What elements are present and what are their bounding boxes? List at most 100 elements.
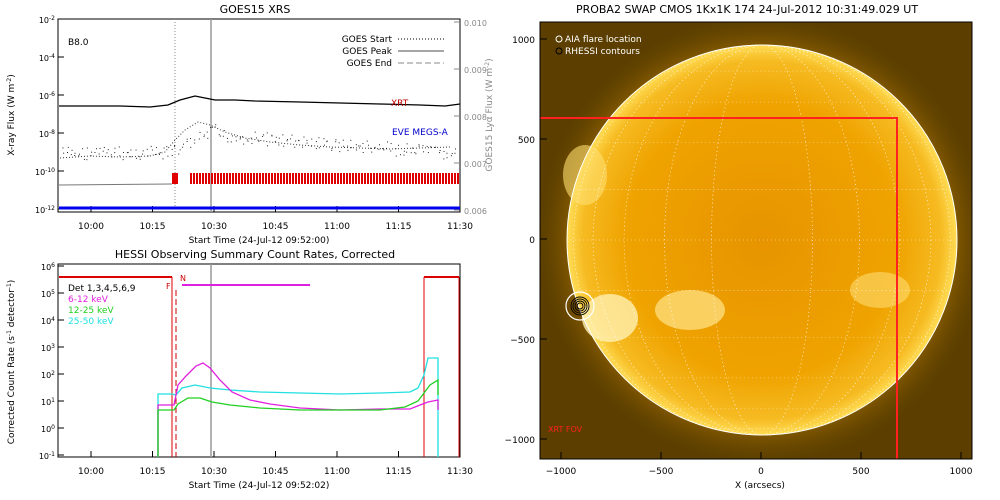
eve-sample (451, 153, 453, 155)
eve-sample (127, 151, 129, 153)
eve-sample (146, 148, 148, 150)
eve-sample (114, 147, 116, 149)
xrt-obs-bar (406, 173, 408, 184)
xrt-obs-bar (328, 173, 330, 184)
xrt-obs-bar (325, 173, 327, 184)
hessi-25-50-line (157, 357, 439, 457)
xrt-obs-bar (427, 173, 429, 184)
eve-sample (379, 144, 381, 146)
hessi-12-25-line (157, 378, 439, 457)
xrt-obs-bar (247, 173, 249, 184)
eve-sample (426, 145, 428, 147)
eve-sample (86, 159, 88, 161)
eve-sample (247, 140, 249, 142)
eve-sample (78, 155, 80, 157)
eve-sample (230, 141, 232, 143)
xrt-obs-bar (244, 173, 246, 184)
eve-sample (122, 151, 124, 153)
xrt-obs-bar (370, 173, 372, 184)
xrt-obs-bar (283, 173, 285, 184)
hessi-6-12-line (157, 362, 439, 457)
eve-sample (283, 145, 285, 147)
swap-x-tick-label: 0 (758, 467, 764, 477)
eve-sample (390, 150, 392, 152)
goes-eve-scatter (62, 124, 456, 161)
legend-aia: AIA flare location (565, 35, 642, 45)
xrt-obs-bar (442, 173, 444, 184)
xrt-obs-bar (376, 173, 378, 184)
eve-sample (311, 138, 313, 140)
xrt-obs-bar (385, 173, 387, 184)
eve-sample (439, 150, 441, 152)
goes-xrt-observations (190, 173, 459, 184)
goes-legend-end: GOES End (347, 59, 392, 69)
eve-sample (130, 156, 132, 158)
eve-sample (62, 147, 64, 149)
hessi-x-tick-label: 10:45 (263, 467, 289, 477)
grid-longitude (592, 44, 932, 436)
swap-title: PROBA2 SWAP CMOS 1Kx1K 174 24-Jul-2012 1… (576, 3, 918, 16)
eve-sample (378, 148, 380, 150)
goes-eve-label: EVE MEGS-A (392, 128, 449, 138)
eve-sample (355, 149, 357, 151)
goes-left-tick-label: 10-6 (39, 91, 55, 101)
xrt-obs-bar (436, 173, 438, 184)
xrt-obs-bar (271, 173, 273, 184)
eve-sample (110, 154, 112, 156)
xrt-obs-bar (256, 173, 258, 184)
goes-legend-start: GOES Start (342, 35, 393, 45)
xrt-obs-bar (391, 173, 393, 184)
rhessi-contours (570, 296, 590, 316)
xrt-obs-bar (355, 173, 357, 184)
eve-sample (150, 145, 152, 147)
eve-sample (415, 153, 417, 155)
xrt-obs-bar (430, 173, 432, 184)
eve-sample (199, 131, 201, 133)
xrt-obs-bar (322, 173, 324, 184)
swap-x-tick-label: −500 (649, 467, 674, 477)
eve-sample (358, 145, 360, 147)
eve-sample (422, 145, 424, 147)
eve-sample (403, 154, 405, 156)
eve-sample (142, 150, 144, 152)
eve-sample (386, 147, 388, 149)
goes-x-axis: 10:00 10:15 10:30 10:45 11:00 11:15 11:30 (78, 206, 473, 232)
eve-sample (278, 144, 280, 146)
eve-sample (78, 153, 80, 155)
goes-left-tick-label: 10-10 (35, 167, 55, 177)
solar-disk (567, 45, 957, 435)
eve-sample (118, 146, 120, 148)
eve-sample (383, 149, 385, 151)
swap-image: XRT FOV AIA flare location RHESSI contou… (540, 22, 972, 459)
hessi-x-tick-label: 11:30 (447, 467, 473, 477)
xrt-obs-bar (313, 173, 315, 184)
xrt-fov-box (540, 117, 898, 459)
xrt-obs-bar (358, 173, 360, 184)
eve-sample (347, 145, 349, 147)
xrt-obs-bar (352, 173, 354, 184)
goes-xlabel: Start Time (24-Jul-12 09:52:00) (189, 236, 330, 246)
eve-sample (106, 152, 108, 154)
eve-sample (271, 135, 273, 137)
eve-sample (107, 149, 109, 151)
hessi-plot-frame (57, 263, 461, 458)
xrt-obs-bar (202, 173, 204, 184)
xrt-obs-bar (295, 173, 297, 184)
eve-sample (166, 146, 168, 148)
eve-sample (350, 147, 352, 149)
goes-right-tick-label: 0.008 (464, 113, 487, 122)
eve-sample (139, 158, 141, 160)
xrt-obs-bar (439, 173, 441, 184)
xrt-obs-bar (415, 173, 417, 184)
xrt-obs-bar (265, 173, 267, 184)
eve-sample (318, 147, 320, 149)
eve-sample (306, 142, 308, 144)
xrt-obs-bar (394, 173, 396, 184)
goes-eve-line (59, 121, 451, 159)
hessi-legend-entry: 12-25 keV (68, 306, 114, 316)
eve-sample (155, 147, 157, 149)
eve-sample (366, 140, 368, 142)
hessi-y-tick-label: 102 (41, 370, 55, 380)
eve-sample (331, 149, 333, 151)
xrt-obs-bar (379, 173, 381, 184)
